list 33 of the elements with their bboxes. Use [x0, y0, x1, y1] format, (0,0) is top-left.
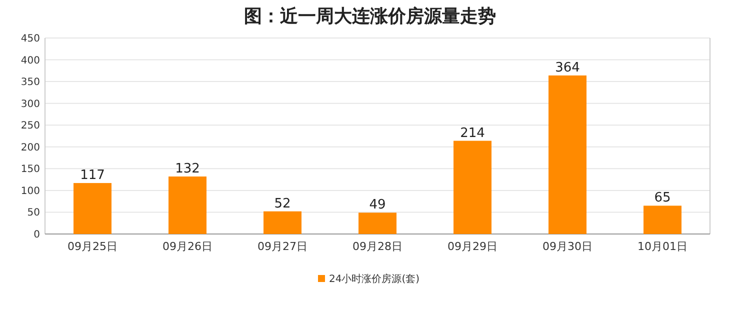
data-label: 132: [175, 162, 200, 177]
data-label: 117: [80, 168, 105, 184]
x-tick-label: 09月28日: [352, 240, 402, 253]
x-tick-label: 09月26日: [162, 240, 212, 253]
bar: [358, 212, 396, 234]
y-tick-label: 450: [20, 34, 40, 44]
y-tick-label: 250: [20, 120, 40, 132]
x-tick-label: 09月29日: [448, 240, 498, 253]
y-tick-label: 0: [34, 230, 40, 240]
y-tick-label: 400: [20, 55, 40, 66]
bar: [644, 206, 682, 234]
x-tick-label: 10月01日: [638, 240, 688, 253]
bar: [548, 75, 586, 234]
data-label: 52: [274, 196, 291, 212]
data-label: 49: [369, 198, 386, 213]
data-label: 364: [555, 60, 580, 76]
x-tick-label: 09月30日: [542, 240, 592, 253]
y-tick-label: 150: [20, 164, 40, 176]
y-tick-label: 300: [20, 98, 40, 110]
data-label: 214: [460, 126, 485, 141]
bar: [168, 176, 206, 234]
data-label: 65: [654, 190, 671, 206]
bar: [74, 183, 112, 234]
legend-label: 24小时涨价房源(套): [329, 273, 420, 285]
y-tick-label: 50: [27, 208, 40, 219]
y-tick-label: 100: [20, 186, 40, 197]
chart-title: 图：近一周大连涨价房源量走势: [244, 6, 496, 27]
x-tick-label: 09月25日: [68, 240, 118, 253]
bar: [454, 140, 492, 234]
y-tick-label: 350: [20, 77, 40, 88]
y-tick-label: 200: [20, 142, 40, 154]
x-tick-label: 09月27日: [258, 240, 308, 253]
bar: [264, 211, 302, 234]
